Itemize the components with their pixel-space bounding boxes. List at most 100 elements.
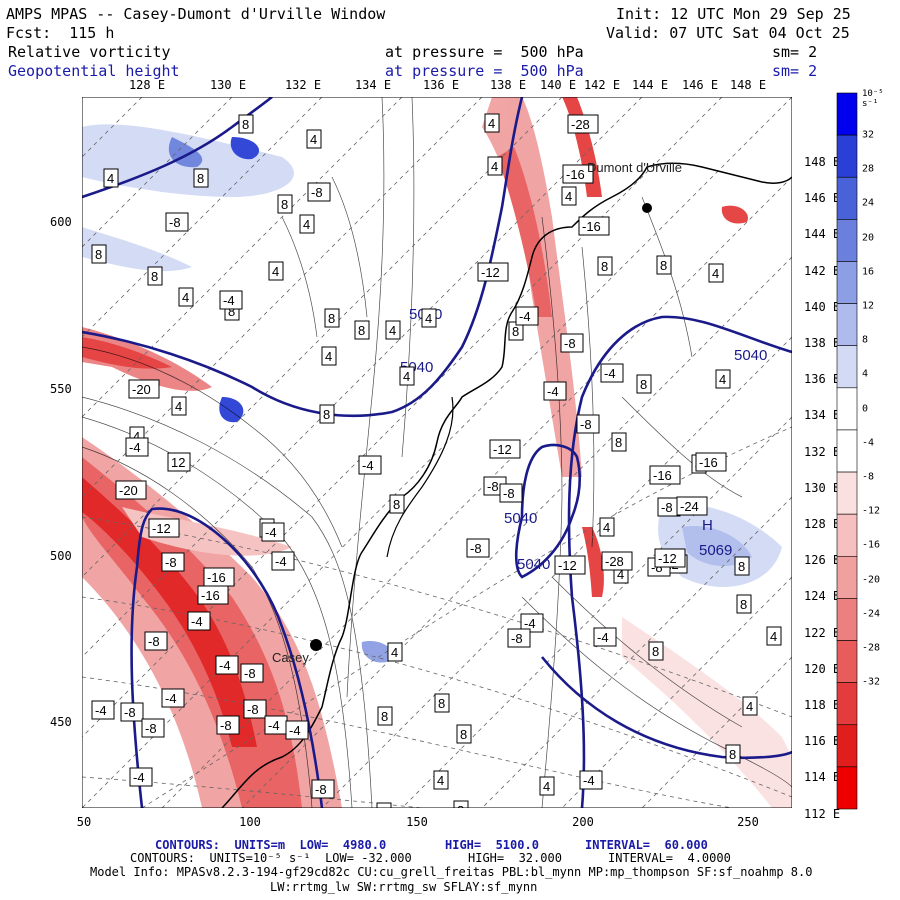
vorticity-label-negative-box <box>161 552 185 572</box>
colorbar-label: -16 <box>862 539 881 551</box>
vorticity-label-negative: -16 <box>207 570 226 585</box>
vorticity-label-negative: -4 <box>362 458 374 473</box>
lon-top-label: 146 E <box>681 78 719 92</box>
vorticity-label-positive: 4 <box>380 805 387 808</box>
vorticity-label-negative-box <box>593 627 617 647</box>
vorticity-label-negative-box <box>91 700 115 720</box>
vorticity-label-negative: -8 <box>487 479 499 494</box>
field1-smoothing: sm= 2 <box>772 43 818 61</box>
lon-right-label: 136 E <box>804 372 841 387</box>
vorticity-label-negative: -8 <box>247 702 259 717</box>
colorbar-swatch <box>836 261 858 304</box>
vorticity-label-positive-box <box>321 346 337 366</box>
vorticity-label-negative: -8 <box>124 705 136 720</box>
vorticity-label-positive-box <box>742 696 758 716</box>
colorbar-label: 4 <box>862 368 869 380</box>
lon-right-label: 112 E <box>804 806 841 821</box>
colorbar <box>836 92 858 810</box>
vorticity-label-positive-box <box>277 194 293 214</box>
vorticity-label-negative: -16 <box>201 588 220 603</box>
vorticity-label-negative: -8 <box>580 417 592 432</box>
station-dot-casey <box>310 639 322 651</box>
vorticity-label-positive-box <box>91 244 107 264</box>
vorticity-label-positive: 4 <box>719 372 726 387</box>
vorticity-label-negative: -4 <box>165 691 177 706</box>
vorticity-label-positive: 4 <box>133 429 140 444</box>
vorticity-label-positive: 8 <box>438 696 445 711</box>
place-label-casey: Casey <box>272 650 309 665</box>
vorticity-label-negative: -4 <box>191 614 203 629</box>
lon-top-label: 134 E <box>354 78 392 92</box>
vorticity-label-negative-box <box>243 699 267 719</box>
vorticity-label-positive: 8 <box>358 323 365 338</box>
footer-height-contours: CONTOURS: UNITS=m LOW= 4980.0 <box>155 838 387 852</box>
lon-right-label: 134 E <box>804 408 841 423</box>
vorticity-label-negative: -28 <box>605 554 624 569</box>
vorticity-label-positive-box <box>715 369 731 389</box>
vorticity-label-positive-box <box>103 168 119 188</box>
vorticity-label-positive: 4 <box>565 189 572 204</box>
lon-top-label: 148 E <box>729 78 767 92</box>
lon-top-label: 142 E <box>583 78 621 92</box>
colorbar-swatch <box>836 387 858 431</box>
vorticity-label-positive-box <box>433 770 449 790</box>
vorticity-label-positive-box <box>147 266 163 286</box>
vorticity-label-negative: -4 <box>547 384 559 399</box>
vorticity-label-positive: 8 <box>512 324 519 339</box>
footer-height-high: HIGH= 5100.0 <box>445 838 539 852</box>
vorticity-label-negative-box <box>520 613 544 633</box>
field2-smoothing: sm= 2 <box>772 62 818 80</box>
vorticity-label-positive: 8 <box>740 597 747 612</box>
vorticity-label-negative: -20 <box>132 382 151 397</box>
vorticity-label-positive: 4 <box>310 132 317 147</box>
vorticity-label-negative-box <box>358 455 382 475</box>
vorticity-label-negative: -12 <box>558 558 577 573</box>
vorticity-label-positive: 4 <box>746 699 753 714</box>
vorticity-label-negative-box <box>654 548 686 568</box>
vorticity-label-negative: -4 <box>289 723 301 738</box>
x-tick-label: 150 <box>406 815 428 829</box>
field1-level: at pressure = 500 hPa <box>385 43 584 61</box>
vorticity-label-positive: 4 <box>491 159 498 174</box>
vorticity-label-negative-box <box>165 212 189 232</box>
vorticity-label-negative-box <box>578 216 610 236</box>
footer-vort-interval: INTERVAL= 4.0000 <box>608 851 731 865</box>
vorticity-label-positive: 4 <box>770 629 777 644</box>
vorticity-label-negative: -4 <box>265 525 277 540</box>
vorticity-label-positive-box <box>656 255 672 275</box>
vorticity-label-negative-box <box>215 655 239 675</box>
x-tick-label: 100 <box>239 815 261 829</box>
vorticity-label-negative: -12 <box>658 551 677 566</box>
vorticity-label-positive: 8 <box>460 727 467 742</box>
vorticity-label-negative-box <box>307 182 331 202</box>
vorticity-label-negative: -8 <box>148 634 160 649</box>
vorticity-label-positive-box <box>484 113 500 133</box>
colorbar-label: 12 <box>862 300 875 312</box>
lon-right-label: 128 E <box>804 517 841 531</box>
vorticity-label-positive-box <box>561 186 577 206</box>
vorticity-label-positive: 4 <box>325 349 332 364</box>
colorbar-label: -8 <box>862 471 875 483</box>
colorbar-label: -20 <box>862 574 881 586</box>
lon-right-label: 130 E <box>804 480 841 495</box>
vorticity-label-negative-box <box>477 262 509 282</box>
vorticity-label-positive: 8 <box>601 259 608 274</box>
vorticity-label-negative-box <box>695 452 727 472</box>
vorticity-label-positive: 8 <box>228 304 235 319</box>
lon-top-label: 144 E <box>631 78 669 92</box>
vorticity-label-positive: 4 <box>175 399 182 414</box>
height-contour-label: 5040 <box>517 556 550 573</box>
vorticity-label-positive: 8 <box>328 311 335 326</box>
vorticity-label-positive-box <box>376 802 392 808</box>
vorticity-label-positive-box <box>456 724 472 744</box>
vorticity-label-positive: 8 <box>95 247 102 262</box>
vorticity-label-positive-box <box>389 494 405 514</box>
vorticity-label-positive: 4 <box>107 171 114 186</box>
vorticity-label-positive: 4 <box>437 773 444 788</box>
lon-right-label: 140 E <box>804 299 841 314</box>
height-contour-label: 5040 <box>734 347 767 364</box>
vorticity-label-positive: 4 <box>488 116 495 131</box>
vorticity-label-positive: 8 <box>660 258 667 273</box>
lon-right-label: 132 E <box>804 444 841 459</box>
vorticity-label-positive-box <box>385 320 401 340</box>
